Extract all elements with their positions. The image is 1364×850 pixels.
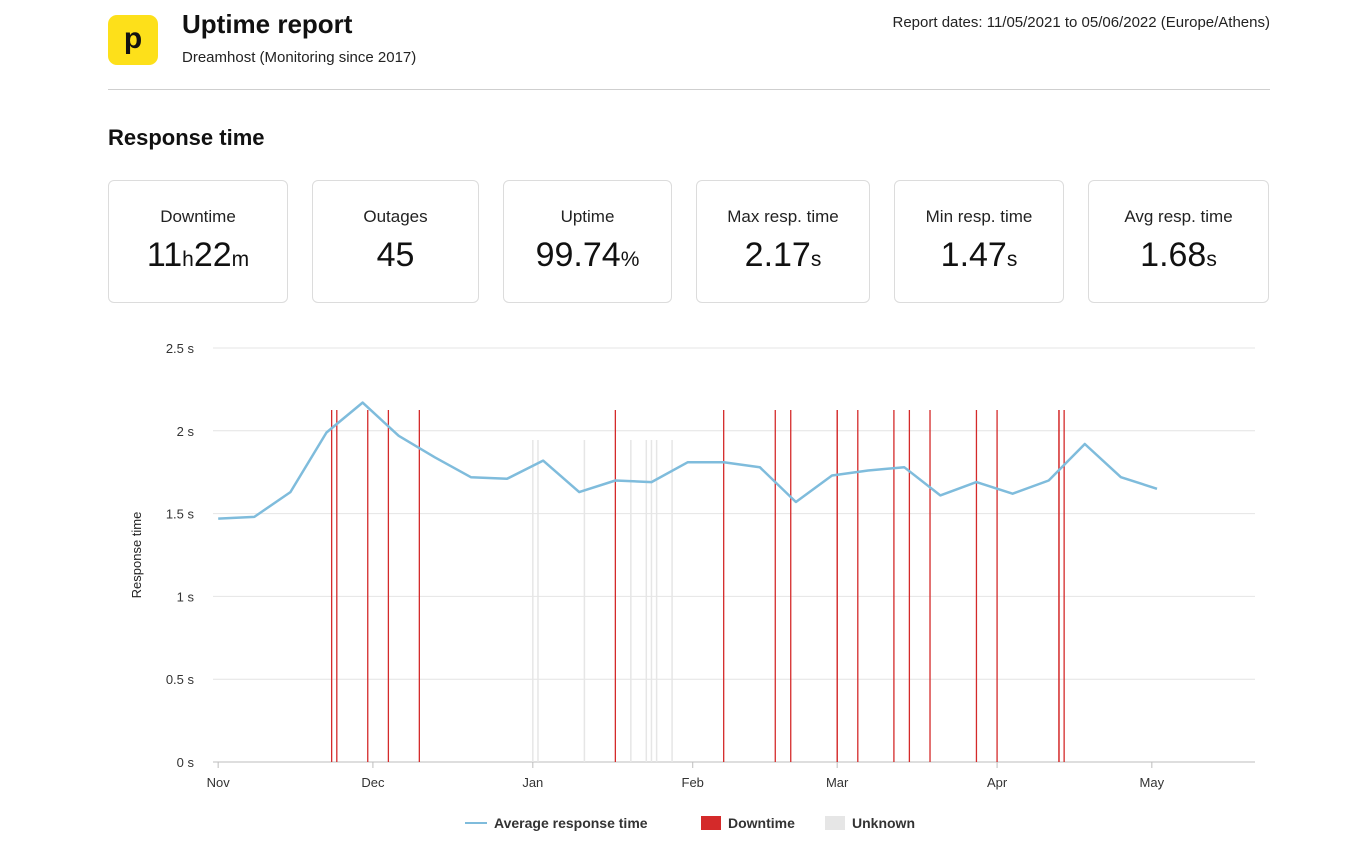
stat-number: 99.74 — [535, 236, 621, 274]
legend-average[interactable]: Average response time — [465, 815, 648, 831]
stat-value: 11h22m — [109, 235, 287, 280]
report-dates: Report dates: 11/05/2021 to 05/06/2022 (… — [892, 14, 1271, 31]
stat-card-uptime: Uptime 99.74% — [503, 180, 672, 303]
legend-label: Unknown — [852, 815, 915, 831]
stat-hours: 11 — [146, 236, 183, 274]
y-tick-label: 1.5 s — [166, 507, 195, 522]
app-logo: p — [108, 15, 158, 65]
stat-value: 2.17s — [697, 235, 869, 280]
stat-value: 1.47s — [895, 235, 1063, 280]
stat-card-downtime: Downtime 11h22m — [108, 180, 288, 303]
y-tick-label: 1 s — [177, 589, 195, 604]
logo-letter: p — [123, 21, 143, 55]
stat-number: 1.68 — [1140, 236, 1207, 274]
y-tick-label: 0 s — [177, 755, 195, 770]
legend-unknown-swatch — [825, 816, 845, 830]
stat-unit: s — [1006, 248, 1018, 271]
stat-value: 1.68s — [1089, 235, 1268, 280]
stat-unit: s — [810, 248, 822, 271]
stat-unit: s — [1206, 248, 1217, 271]
x-tick-label: Nov — [207, 775, 231, 790]
y-axis-title: Response time — [129, 512, 144, 599]
response-time-chart: 0 s 0.5 s 1 s 1.5 s 2 s 2.5 s Nov Dec Jan Feb Mar A… — [129, 341, 1255, 790]
stat-unit: % — [620, 248, 640, 271]
stat-card-max-resp: Max resp. time 2.17s — [696, 180, 870, 303]
series-line-average-response-time — [218, 401, 1158, 520]
stat-card-outages: Outages 45 — [312, 180, 479, 303]
stat-label: Avg resp. time — [1124, 207, 1233, 226]
stat-label: Uptime — [560, 207, 615, 226]
stat-number: 1.47 — [940, 236, 1007, 274]
stat-label: Downtime — [160, 207, 236, 226]
legend-label: Average response time — [494, 815, 648, 831]
stat-card-avg-resp: Avg resp. time 1.68s — [1088, 180, 1269, 303]
x-tick-label: May — [1140, 775, 1165, 790]
legend-downtime[interactable]: Downtime — [701, 815, 795, 831]
section-title: Response time — [108, 125, 265, 150]
y-tick-label: 2.5 s — [166, 341, 195, 356]
legend-unknown[interactable]: Unknown — [825, 815, 915, 831]
y-tick-label: 2 s — [177, 424, 195, 439]
y-tick-label: 0.5 s — [166, 672, 195, 687]
stat-label: Outages — [363, 207, 428, 226]
legend-line-swatch — [465, 822, 487, 824]
stat-number: 2.17 — [744, 236, 811, 274]
x-tick-label: Jan — [522, 775, 543, 790]
stat-value: 99.74% — [504, 235, 671, 280]
header-divider — [108, 89, 1270, 90]
stat-card-min-resp: Min resp. time 1.47s — [894, 180, 1064, 303]
stat-hours-unit: h — [182, 248, 194, 271]
x-tick-label: Feb — [682, 775, 704, 790]
x-tick-label: Dec — [361, 775, 385, 790]
legend-downtime-swatch — [701, 816, 721, 830]
stat-label: Max resp. time — [727, 207, 839, 226]
stat-minutes: 22 — [193, 236, 232, 274]
page-subtitle: Dreamhost (Monitoring since 2017) — [182, 49, 417, 66]
page-title: Uptime report — [182, 9, 353, 39]
stat-value: 45 — [376, 236, 415, 274]
legend-label: Downtime — [728, 815, 795, 831]
stat-label: Min resp. time — [925, 207, 1033, 226]
x-tick-label: Mar — [826, 775, 849, 790]
x-tick-label: Apr — [987, 775, 1008, 790]
stat-minutes-unit: m — [231, 248, 250, 271]
